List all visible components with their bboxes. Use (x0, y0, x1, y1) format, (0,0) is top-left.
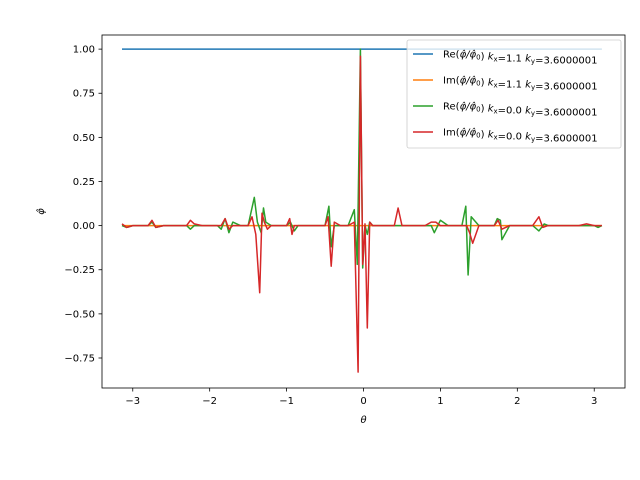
y-tick-label: 0.50 (73, 133, 95, 144)
x-axis-ticks: −3 −2 −1 0 1 2 3 (125, 388, 597, 407)
y-tick-label: −0.25 (64, 265, 95, 276)
legend: Re(φ̂/φ̂0) kx=1.1 ky=3.6000001 Im(φ̂/φ̂0)… (406, 39, 622, 149)
x-tick-label: −3 (125, 396, 140, 407)
x-tick-label: −1 (279, 396, 294, 407)
x-tick-label: 2 (514, 396, 520, 407)
x-tick-label: 1 (437, 396, 443, 407)
y-tick-label: −0.75 (64, 353, 95, 364)
y-tick-label: −0.50 (64, 309, 95, 320)
series-line-4 (121, 55, 602, 373)
y-tick-label: 1.00 (73, 45, 95, 56)
x-axis-label: θ (360, 415, 366, 426)
x-tick-label: 3 (591, 396, 597, 407)
legend-entry-3: Re(φ̂/φ̂0) kx=0.0 ky=3.6000001 (443, 101, 598, 119)
legend-entry-1: Re(φ̂/φ̂0) kx=1.1 ky=3.6000001 (443, 49, 598, 67)
y-axis-label: φ̂ (35, 208, 47, 215)
x-tick-label: 0 (360, 396, 366, 407)
y-tick-label: 0.25 (73, 177, 95, 188)
y-tick-label: 0.00 (73, 221, 95, 232)
x-tick-label: −2 (202, 396, 217, 407)
legend-entry-2: Im(φ̂/φ̂0) kx=1.1 ky=3.6000001 (443, 75, 598, 93)
legend-box (406, 39, 622, 149)
legend-entry-4: Im(φ̂/φ̂0) kx=0.0 ky=3.6000001 (443, 127, 598, 145)
y-tick-label: 0.75 (73, 89, 95, 100)
y-axis-ticks: −0.75 −0.50 −0.25 0.00 0.25 0.50 0.75 1.00 (64, 45, 102, 364)
